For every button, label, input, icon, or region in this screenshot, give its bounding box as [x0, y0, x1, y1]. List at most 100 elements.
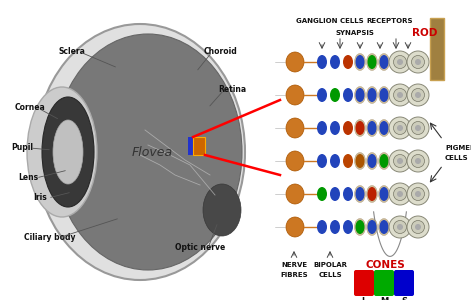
Ellipse shape	[286, 52, 304, 72]
Ellipse shape	[380, 221, 388, 233]
Ellipse shape	[368, 56, 376, 68]
Text: Retina: Retina	[218, 85, 246, 94]
Circle shape	[415, 191, 421, 197]
Text: M: M	[380, 297, 388, 300]
Circle shape	[412, 88, 424, 101]
Ellipse shape	[317, 187, 327, 201]
Ellipse shape	[368, 188, 376, 200]
Ellipse shape	[356, 187, 365, 201]
Ellipse shape	[343, 154, 353, 168]
Ellipse shape	[355, 53, 365, 70]
Ellipse shape	[379, 53, 390, 70]
Circle shape	[407, 150, 429, 172]
Ellipse shape	[367, 55, 376, 69]
Text: Ciliary body: Ciliary body	[24, 233, 76, 242]
Ellipse shape	[356, 220, 365, 234]
Ellipse shape	[366, 185, 377, 203]
Text: ROD: ROD	[412, 28, 438, 38]
Ellipse shape	[355, 86, 365, 103]
Ellipse shape	[343, 121, 353, 135]
Ellipse shape	[317, 88, 327, 102]
Circle shape	[389, 51, 411, 73]
Text: Lens: Lens	[18, 173, 38, 182]
Ellipse shape	[379, 218, 390, 236]
Ellipse shape	[380, 56, 388, 68]
Ellipse shape	[286, 217, 304, 237]
Ellipse shape	[379, 119, 390, 136]
Ellipse shape	[368, 122, 376, 134]
Ellipse shape	[286, 85, 304, 105]
Ellipse shape	[355, 152, 365, 170]
Ellipse shape	[366, 119, 377, 136]
Text: CONES: CONES	[365, 260, 405, 270]
Text: L: L	[361, 297, 366, 300]
Ellipse shape	[366, 86, 377, 103]
FancyBboxPatch shape	[354, 270, 374, 296]
Text: FIBRES: FIBRES	[280, 272, 308, 278]
Ellipse shape	[356, 88, 365, 102]
Circle shape	[397, 158, 403, 164]
Ellipse shape	[330, 187, 340, 201]
Ellipse shape	[380, 55, 389, 69]
Ellipse shape	[203, 184, 241, 236]
Circle shape	[393, 56, 406, 68]
Ellipse shape	[330, 55, 340, 69]
Circle shape	[412, 154, 424, 167]
Circle shape	[412, 220, 424, 233]
Ellipse shape	[317, 55, 327, 69]
Ellipse shape	[330, 121, 340, 135]
Ellipse shape	[42, 97, 94, 207]
Text: Pupil: Pupil	[11, 143, 33, 152]
Ellipse shape	[366, 218, 377, 236]
Circle shape	[407, 84, 429, 106]
Ellipse shape	[317, 154, 327, 168]
Ellipse shape	[356, 89, 364, 101]
Ellipse shape	[380, 154, 389, 168]
Ellipse shape	[367, 220, 376, 234]
Circle shape	[397, 125, 403, 131]
Circle shape	[415, 125, 421, 131]
Circle shape	[393, 188, 406, 200]
Ellipse shape	[380, 188, 388, 200]
Circle shape	[397, 191, 403, 197]
Bar	[193, 137, 205, 155]
FancyBboxPatch shape	[374, 270, 394, 296]
Ellipse shape	[330, 154, 340, 168]
Ellipse shape	[368, 155, 376, 167]
Ellipse shape	[367, 121, 376, 135]
Ellipse shape	[343, 88, 353, 102]
Text: Choroid: Choroid	[203, 47, 237, 56]
Ellipse shape	[367, 187, 376, 201]
Ellipse shape	[380, 122, 388, 134]
Bar	[188, 137, 193, 155]
Text: PIGMENTED: PIGMENTED	[445, 145, 471, 151]
Ellipse shape	[355, 119, 365, 136]
Ellipse shape	[380, 187, 389, 201]
Circle shape	[412, 122, 424, 134]
Ellipse shape	[355, 185, 365, 203]
Ellipse shape	[343, 187, 353, 201]
Ellipse shape	[380, 220, 389, 234]
Ellipse shape	[380, 121, 389, 135]
Circle shape	[407, 117, 429, 139]
Ellipse shape	[355, 218, 365, 236]
Text: CELLS: CELLS	[318, 272, 342, 278]
Text: S: S	[401, 297, 407, 300]
Ellipse shape	[356, 122, 364, 134]
Ellipse shape	[356, 188, 364, 200]
Circle shape	[393, 122, 406, 134]
Circle shape	[397, 224, 403, 230]
Ellipse shape	[368, 89, 376, 101]
Circle shape	[397, 59, 403, 65]
Ellipse shape	[356, 55, 365, 69]
Circle shape	[393, 220, 406, 233]
Ellipse shape	[27, 87, 97, 217]
Circle shape	[389, 150, 411, 172]
Circle shape	[415, 59, 421, 65]
Ellipse shape	[356, 221, 364, 233]
Ellipse shape	[356, 121, 365, 135]
Circle shape	[407, 216, 429, 238]
Text: Cornea: Cornea	[15, 103, 45, 112]
Text: Iris: Iris	[33, 194, 47, 202]
Ellipse shape	[379, 185, 390, 203]
